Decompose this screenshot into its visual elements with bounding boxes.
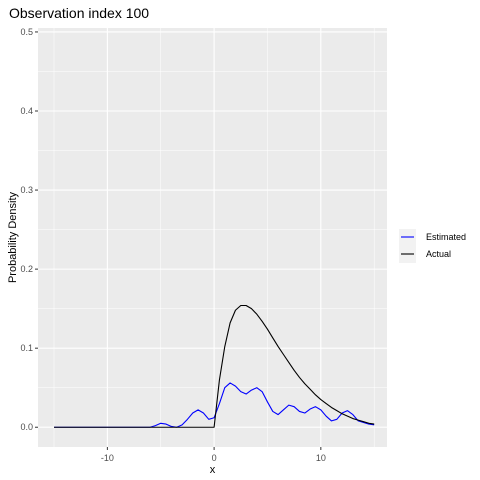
y-tick-label-0: 0.0 [20,422,33,432]
y-tick-label-3: 0.3 [20,185,33,195]
x-axis-title: x [210,464,216,476]
y-tick-label-2: 0.2 [20,264,33,274]
y-tick-label-1: 0.1 [20,343,33,353]
x-tick-label-2: 10 [316,453,326,463]
axis-ticks [35,31,322,450]
chart-title: Observation index 100 [9,5,149,21]
x-tick-label-0: -10 [101,453,114,463]
legend-label-actual: Actual [426,249,451,259]
series-layer [54,304,375,428]
plot-panel [38,28,387,447]
legend: Estimated Actual [399,229,466,263]
y-tick-label-4: 0.4 [20,106,33,116]
y-tick-label-5: 0.5 [20,27,33,37]
x-tick-label-1: 0 [212,453,217,463]
minor-gridlines [38,28,387,447]
series-line-actual [54,304,375,428]
legend-label-estimated: Estimated [426,232,466,242]
y-axis-title: Probability Density [7,191,19,283]
series-line-estimated [54,382,375,428]
tick-labels: -10 0 10 0.0 0.1 0.2 0.3 0.4 0.5 [20,27,325,463]
